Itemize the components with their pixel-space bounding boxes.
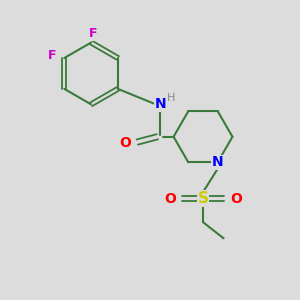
Text: H: H [167,93,176,103]
Text: N: N [212,155,224,169]
Text: S: S [197,191,208,206]
Text: O: O [120,136,131,150]
Text: N: N [154,98,166,111]
Text: F: F [89,27,98,40]
Text: O: O [164,192,176,206]
Text: F: F [48,49,56,62]
Text: O: O [230,192,242,206]
